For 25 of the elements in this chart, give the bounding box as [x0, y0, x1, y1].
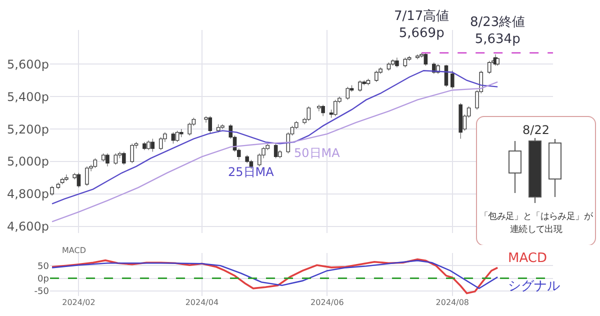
- series-label: 25日MA: [228, 165, 275, 179]
- series-label: MACD: [508, 251, 547, 266]
- annotation: 8/22: [522, 123, 550, 137]
- annotation: 8/23終値 5,634p: [470, 15, 526, 47]
- y-tick-label: -50: [34, 287, 50, 298]
- line-series: [51, 70, 498, 204]
- x-tick-label: 2024/02: [62, 298, 96, 307]
- y-tick-label: 0p: [38, 274, 50, 284]
- line-series: [51, 260, 498, 290]
- y-tick-label: 5,400p: [7, 90, 49, 104]
- y-tick-label: 50: [38, 262, 50, 272]
- series-label: シグナル: [508, 279, 560, 294]
- annotation: 「包み足」と「はらみ足」が連続して出現: [478, 211, 594, 237]
- y-tick-label: 5,200p: [7, 122, 49, 136]
- series-label: 50日MA: [294, 146, 341, 160]
- y-tick-label: 4,800p: [7, 187, 49, 202]
- x-tick-label: 2024/04: [185, 298, 219, 307]
- y-tick-label: 4,600p: [7, 220, 49, 234]
- line-series: [51, 258, 498, 294]
- annotation: 7/17高値 5,669p: [394, 8, 450, 41]
- x-tick-label: 2024/06: [310, 298, 344, 307]
- x-tick-label: 2024/08: [436, 298, 470, 307]
- y-tick-label: 5,600p: [7, 57, 49, 72]
- y-axis-title: MACD: [62, 246, 86, 255]
- y-tick-label: 5,000p: [7, 154, 49, 169]
